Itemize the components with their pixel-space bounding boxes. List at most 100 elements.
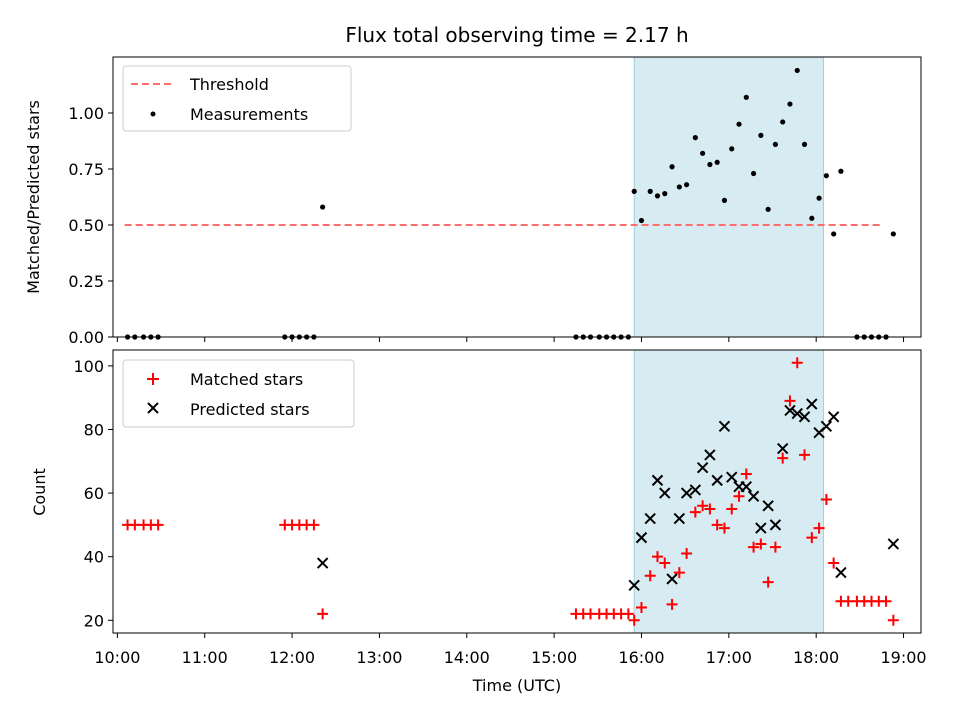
matched-legend-label: Matched stars — [190, 370, 303, 389]
bottom-y-axis-label: Count — [30, 468, 49, 516]
measurement-point — [662, 191, 668, 197]
chart-title: Flux total observing time = 2.17 h — [345, 23, 688, 47]
x-tick-label: 10:00 — [94, 648, 140, 667]
top-legend-box — [122, 65, 352, 132]
bottom-series-layer — [122, 357, 900, 626]
x-tick-label: 12:00 — [269, 648, 315, 667]
measurement-point — [320, 204, 326, 210]
matched-star-point — [317, 608, 329, 620]
predicted-star-point — [316, 557, 329, 569]
top-y-tick-label: 0.50 — [68, 216, 104, 235]
top-x-axis — [116, 337, 905, 342]
matched-star-point — [799, 449, 811, 461]
threshold-legend-label: Threshold — [189, 75, 269, 94]
matched-star-point — [628, 614, 640, 626]
x-tick-label: 19:00 — [880, 648, 926, 667]
top-y-tick-label: 1.00 — [68, 104, 104, 123]
predicted-star-point — [651, 474, 664, 487]
matched-star-point — [726, 503, 738, 515]
matched-star-point — [806, 532, 818, 544]
bottom-plot-frame — [112, 349, 922, 634]
matched-star-point — [755, 538, 767, 550]
measurement-point — [714, 159, 720, 165]
matched-star-point — [769, 541, 781, 553]
measurement-point — [647, 188, 653, 194]
predicted-star-point — [827, 411, 840, 423]
matched-star-point — [308, 519, 320, 531]
matched-star-point — [733, 490, 745, 502]
predicted-star-point — [887, 538, 900, 550]
predicted-star-point — [666, 573, 678, 585]
predicted-star-point — [747, 490, 760, 502]
matched-star-point — [635, 602, 647, 614]
matched-star-point — [689, 506, 701, 518]
measurement-point — [743, 94, 749, 100]
matched-star-point — [666, 598, 678, 610]
measurement-point — [794, 67, 800, 74]
matched-star-point — [673, 567, 685, 579]
predicted-star-point — [711, 474, 723, 487]
matched-star-point — [828, 557, 840, 569]
matched-star-point — [791, 357, 803, 369]
x-tick-label: 15:00 — [531, 648, 577, 667]
predicted-star-point — [704, 449, 716, 461]
top-y-axis: 0.00 0.25 0.50 0.75 1.00 — [68, 104, 113, 347]
measurement-point — [684, 182, 690, 188]
x-tick-label: 16:00 — [618, 648, 664, 667]
bottom-x-axis: 10:00 11:00 12:00 13:00 14:00 15:00 16:00 17:00… — [94, 633, 927, 667]
measurement-point — [801, 141, 808, 147]
top-y-axis-label: Matched/Predicted stars — [24, 100, 43, 294]
matched-star-point — [711, 519, 723, 531]
top-y-tick-label: 0.25 — [68, 272, 104, 291]
top-legend: Threshold Measurements — [122, 65, 352, 132]
matched-star-point — [784, 395, 796, 407]
top-y-tick-label: 0.75 — [68, 160, 104, 179]
measurement-point — [838, 168, 844, 174]
bottom-y-tick-label: 60 — [84, 484, 104, 503]
bottom-y-tick-label: 80 — [84, 420, 104, 439]
predicted-star-point — [791, 407, 803, 420]
matched-star-point — [777, 452, 789, 464]
measurement-point — [631, 188, 637, 194]
top-panel: 0.00 0.25 0.50 0.75 1.00 Matched/Predicted s… — [24, 56, 922, 347]
x-tick-label: 17:00 — [706, 648, 752, 667]
predicted-legend-label: Predicted stars — [190, 400, 310, 419]
predicted-star-point — [762, 500, 774, 512]
matched-star-point — [762, 576, 774, 588]
measurement-point — [707, 161, 713, 168]
x-tick-label: 18:00 — [793, 648, 839, 667]
x-tick-label: 14:00 — [444, 648, 490, 667]
measurement-point — [809, 215, 815, 221]
measurement-point — [787, 101, 793, 107]
predicted-star-point — [644, 512, 656, 525]
predicted-star-point — [635, 531, 648, 544]
predicted-star-point — [659, 487, 671, 499]
measurement-point — [780, 119, 786, 125]
predicted-star-point — [755, 522, 767, 534]
predicted-star-point — [696, 461, 709, 474]
predicted-star-point — [769, 519, 782, 531]
predicted-star-point — [798, 411, 811, 423]
top-y-tick-label: 0.00 — [68, 328, 104, 347]
predicted-star-point — [718, 420, 731, 433]
measurement-point — [676, 184, 682, 190]
measurement-point — [700, 150, 706, 156]
bottom-y-axis: 20 40 60 80 100 — [73, 357, 113, 630]
measurement-point — [721, 197, 728, 203]
matched-star-point — [622, 608, 634, 620]
predicted-star-point — [628, 579, 640, 592]
predicted-star-point — [806, 398, 818, 410]
matched-star-point — [748, 541, 760, 553]
measurements-legend-swatch — [150, 111, 156, 117]
matched-star-point — [651, 551, 663, 563]
matched-star-point — [887, 614, 899, 626]
matched-star-point — [152, 519, 164, 531]
measurement-point — [750, 170, 757, 177]
predicted-star-point — [776, 442, 789, 455]
predicted-star-point — [673, 512, 686, 525]
predicted-star-point — [835, 566, 847, 579]
bottom-y-tick-label: 20 — [84, 611, 104, 630]
matched-star-point — [740, 468, 752, 480]
measurement-point — [729, 146, 735, 152]
